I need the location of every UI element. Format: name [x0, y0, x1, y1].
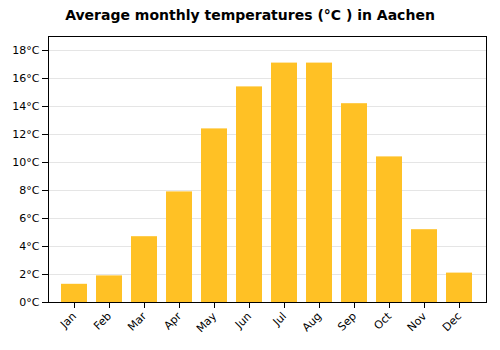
svg-text:2°C: 2°C: [19, 268, 39, 281]
svg-text:Feb: Feb: [91, 310, 114, 333]
svg-text:6°C: 6°C: [19, 212, 39, 225]
svg-text:8°C: 8°C: [19, 184, 39, 197]
svg-text:Apr: Apr: [161, 309, 184, 332]
svg-text:Jun: Jun: [232, 310, 254, 332]
svg-text:0°C: 0°C: [19, 296, 39, 309]
svg-text:Mar: Mar: [125, 309, 149, 333]
svg-text:Dec: Dec: [440, 310, 464, 334]
svg-text:4°C: 4°C: [19, 240, 39, 253]
svg-text:18°C: 18°C: [12, 44, 39, 57]
html-text:Average monthly temperatures (: Average monthly temperatures (°C ) in Aa…: [65, 7, 435, 23]
svg-text:16°C: 16°C: [12, 72, 39, 85]
svg-text:Sep: Sep: [335, 310, 359, 334]
svg-text:May: May: [194, 309, 220, 335]
svg-text:10°C: 10°C: [12, 156, 39, 169]
svg-text:Jan: Jan: [57, 310, 79, 332]
svg-text:14°C: 14°C: [12, 100, 39, 113]
svg-text:Oct: Oct: [371, 309, 394, 332]
svg-text:Jul: Jul: [270, 310, 289, 329]
svg-text:Nov: Nov: [405, 309, 430, 334]
svg-text:Aug: Aug: [300, 310, 324, 334]
svg-text:12°C: 12°C: [12, 128, 39, 141]
